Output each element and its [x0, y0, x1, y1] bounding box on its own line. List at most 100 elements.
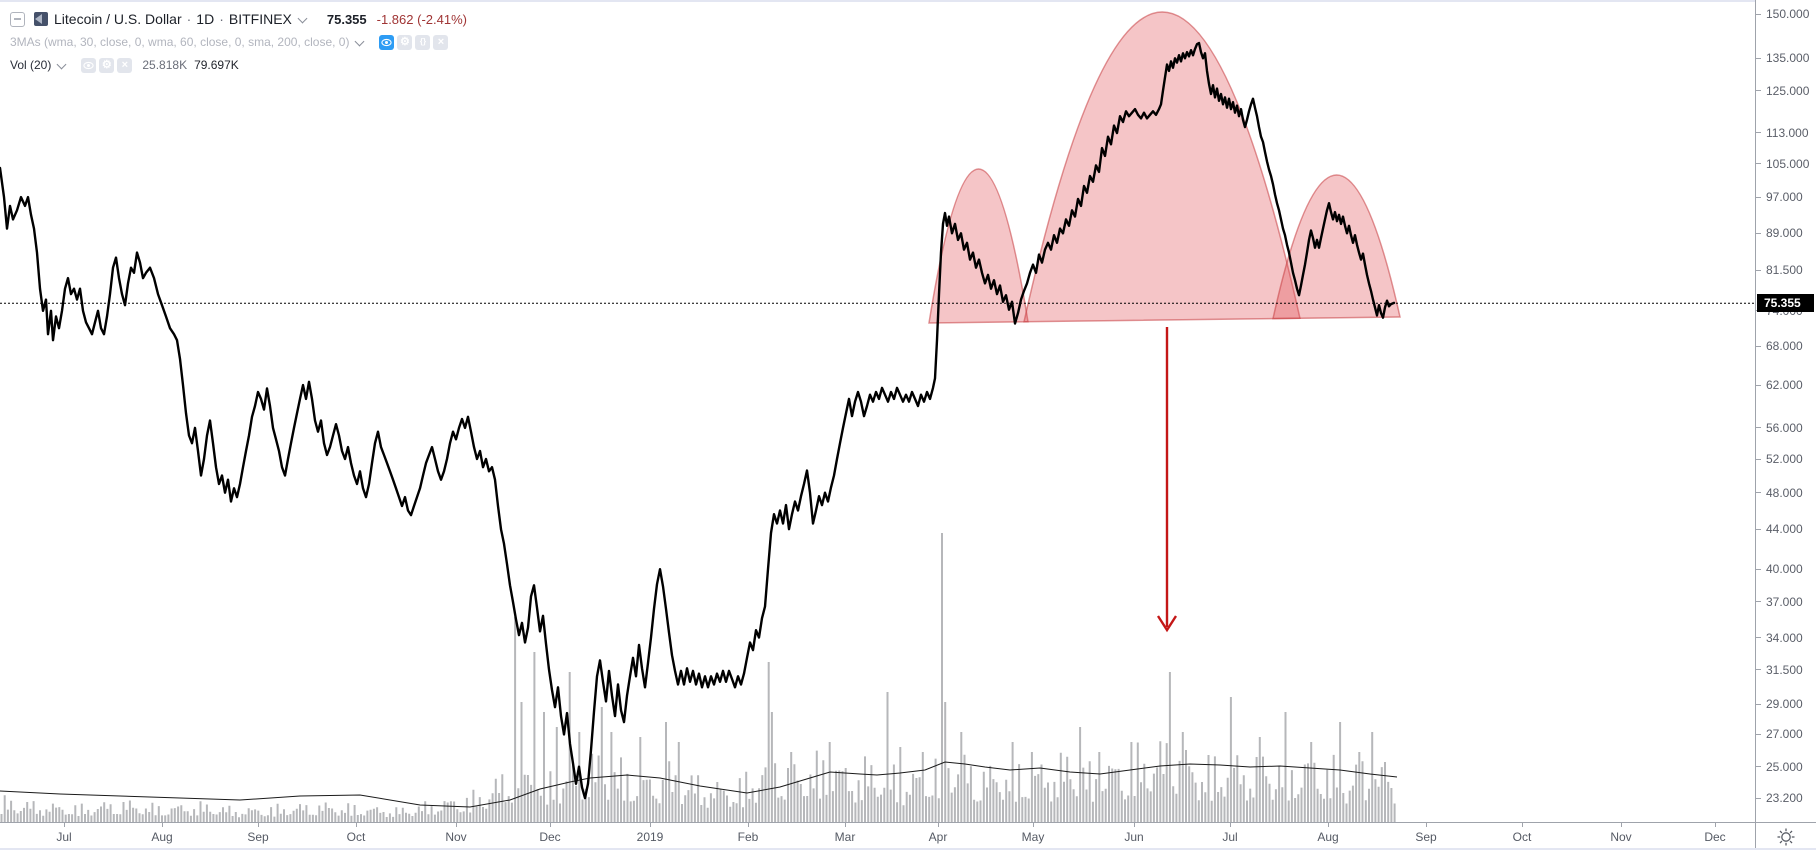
price-line [0, 41, 1396, 800]
time-axis-month-label: Oct [1512, 830, 1532, 844]
time-axis-tick [356, 823, 357, 827]
eye-icon[interactable] [81, 57, 97, 73]
time-axis-tick [650, 823, 651, 827]
price-axis-tick [1756, 733, 1761, 735]
time-axis-tick [1522, 823, 1523, 827]
price-axis-tick [1756, 492, 1761, 494]
price-axis-tick [1756, 766, 1761, 768]
time-axis-tick [1230, 823, 1231, 827]
time-axis-month-label: Jun [1124, 830, 1144, 844]
time-axis-month-label: Jul [56, 830, 72, 844]
gear-icon[interactable]: ⚙ [99, 57, 115, 73]
axis-corner [1755, 822, 1816, 850]
price-axis-tick [1756, 196, 1761, 198]
head-and-shoulders-dome[interactable] [928, 168, 1029, 324]
time-axis-tick [1134, 823, 1135, 827]
time-axis-tick [258, 823, 259, 827]
time-axis-month-label: Aug [1317, 830, 1339, 844]
price-axis-tick-label: 135.000 [1766, 51, 1810, 66]
price-axis-tick-label: 48.000 [1766, 485, 1803, 500]
volume-ma-line [0, 761, 1398, 808]
price-axis-tick [1756, 637, 1761, 638]
indicator-3mas-label[interactable]: 3MAs (wma, 30, close, 0, wma, 60, close,… [10, 35, 350, 49]
time-axis-month-label: Dec [539, 830, 561, 844]
indicator-row-3mas: 3MAs (wma, 30, close, 0, wma, 60, close,… [10, 32, 467, 52]
price-axis-tick [1756, 528, 1761, 530]
time-axis-month-label: Nov [445, 830, 467, 844]
time-axis-tick [938, 823, 939, 827]
price-axis-tick-label: 81.500 [1766, 263, 1803, 278]
time-axis-month-label: Aug [151, 830, 173, 844]
price-axis-tick-label: 52.000 [1766, 452, 1803, 467]
head-and-shoulders-dome[interactable] [1272, 174, 1401, 320]
indicator-vol-label[interactable]: Vol (20) [10, 58, 52, 72]
price-change: -1.862 (-2.41%) [376, 11, 467, 27]
time-axis[interactable]: Jul Aug Sep Oct Nov Dec 2019 Feb Mar Apr May Jun Jul… [0, 822, 1755, 851]
price-axis-tick [1756, 384, 1761, 386]
price-axis-tick [1756, 90, 1761, 92]
separator-dot: · [219, 11, 224, 27]
collapse-icon[interactable] [10, 11, 25, 27]
price-axis-tick-label: 27.000 [1766, 727, 1803, 742]
chart-plot-svg[interactable] [0, 0, 1755, 822]
time-axis-tick [1328, 823, 1329, 827]
bottom-edge-strip [0, 848, 1816, 850]
time-axis-tick [748, 823, 749, 827]
time-axis-tick [162, 823, 163, 827]
time-axis-month-label: May [1021, 830, 1045, 844]
price-axis-tick [1756, 132, 1761, 134]
price-axis-tick-label: 23.200 [1766, 791, 1803, 806]
volume-ma-value: 79.697K [194, 58, 239, 72]
price-axis-tick-label: 89.000 [1766, 226, 1803, 241]
price-axis-tick-label: 37.000 [1766, 594, 1803, 609]
price-axis-tick [1756, 703, 1761, 705]
gear-icon[interactable]: ⚙ [397, 34, 413, 50]
volume-bars [0, 533, 1396, 822]
price-axis-tick-label: 125.000 [1766, 83, 1810, 98]
close-icon[interactable]: × [117, 57, 133, 73]
price-axis-tick-label: 113.000 [1766, 125, 1809, 140]
time-axis-tick [1621, 823, 1622, 827]
price-axis-tick-label: 150.000 [1766, 7, 1810, 21]
symbol-logo-icon [34, 12, 48, 26]
time-axis-month-label: Sep [1415, 830, 1437, 844]
head-and-shoulders-dome[interactable] [1023, 11, 1301, 323]
price-axis[interactable]: 150.000 135.000 125.000 113.000 105.000 97.00… [1755, 0, 1816, 822]
price-axis-tick-label: 105.000 [1766, 156, 1810, 171]
price-axis-tick [1756, 269, 1761, 271]
symbol-row: Litecoin / U.S. Dollar · 1D · BITFINEX 7… [10, 8, 467, 30]
price-axis-tick [1756, 797, 1761, 799]
interval-label[interactable]: 1D [196, 11, 215, 27]
top-edge-strip [0, 0, 1816, 2]
price-axis-tick-label: 56.000 [1766, 420, 1803, 435]
separator-dot: · [186, 11, 192, 27]
chevron-down-icon[interactable] [57, 61, 66, 70]
chevron-down-icon[interactable] [355, 38, 364, 47]
eye-icon[interactable] [379, 34, 395, 50]
time-axis-tick [1715, 823, 1716, 827]
price-axis-tick-label: 34.000 [1766, 630, 1803, 645]
time-axis-tick [550, 823, 551, 827]
close-icon[interactable]: × [433, 34, 449, 50]
price-axis-tick-label: 25.000 [1766, 759, 1803, 774]
price-axis-tick-label: 40.000 [1766, 562, 1803, 577]
time-axis-month-label: 2019 [636, 830, 664, 844]
price-axis-tick-label: 44.000 [1766, 522, 1803, 537]
chart-settings-icon[interactable] [1775, 826, 1797, 848]
time-axis-month-label: Feb [737, 830, 759, 844]
time-axis-tick [64, 823, 65, 827]
last-price: 75.355 [326, 11, 367, 27]
price-axis-tick [1756, 13, 1761, 15]
down-arrow[interactable] [1156, 327, 1178, 633]
time-axis-month-label: Apr [928, 830, 948, 844]
price-axis-tick [1756, 669, 1761, 671]
price-axis-tick [1756, 163, 1761, 165]
price-axis-tick-label: 97.000 [1766, 190, 1803, 205]
price-axis-tick [1756, 57, 1761, 59]
exchange-label[interactable]: BITFINEX [228, 11, 292, 27]
symbol-title[interactable]: Litecoin / U.S. Dollar [54, 11, 182, 27]
chevron-down-icon[interactable] [298, 15, 307, 24]
chart-canvas[interactable] [0, 0, 1755, 822]
source-code-icon[interactable]: {} [415, 34, 431, 50]
